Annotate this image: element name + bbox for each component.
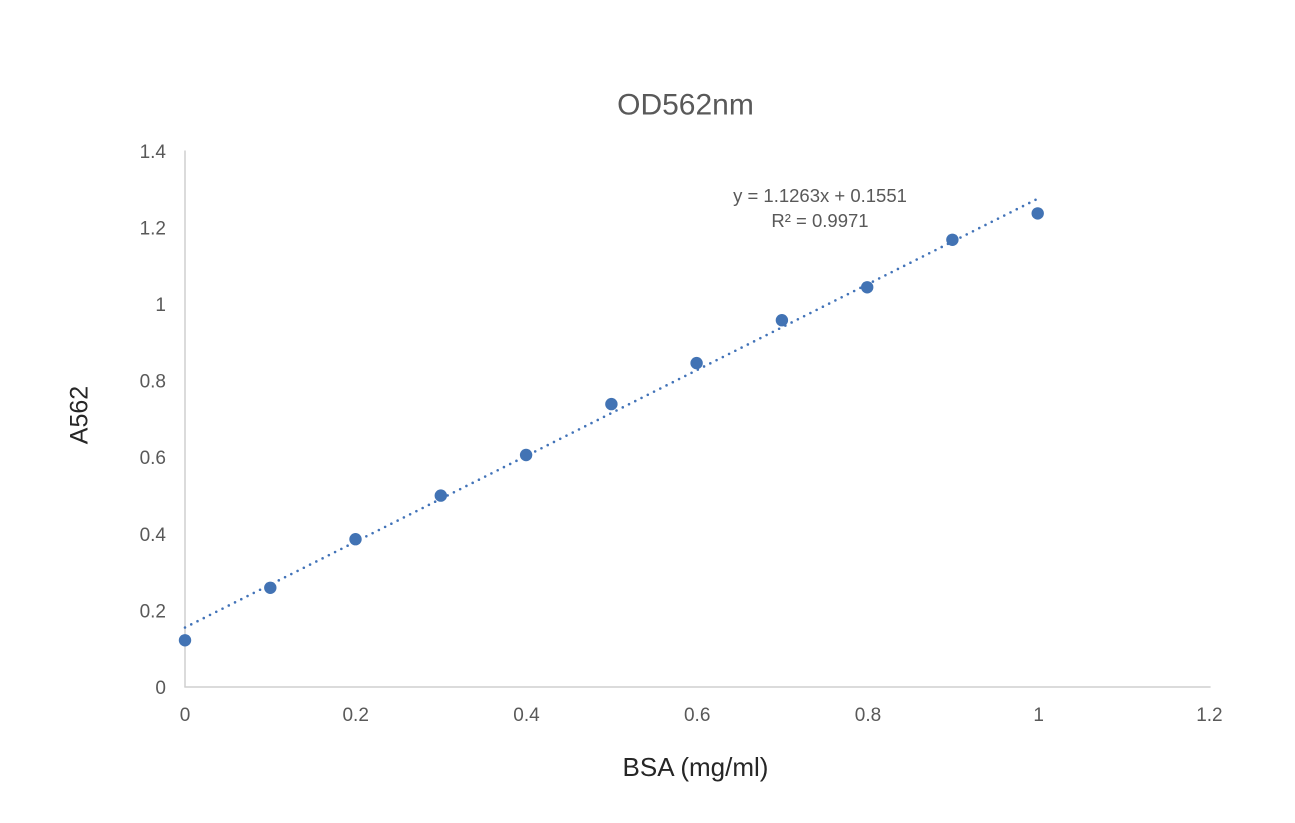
- svg-text:0: 0: [155, 678, 166, 699]
- svg-text:0.8: 0.8: [140, 372, 166, 393]
- svg-text:0.6: 0.6: [140, 448, 166, 469]
- svg-text:0.6: 0.6: [684, 705, 710, 726]
- svg-text:0.2: 0.2: [342, 705, 368, 726]
- svg-text:OD562nm: OD562nm: [617, 88, 754, 121]
- svg-text:1.4: 1.4: [140, 142, 167, 163]
- svg-text:R² = 0.9971: R² = 0.9971: [771, 210, 868, 231]
- svg-text:1.2: 1.2: [140, 219, 166, 240]
- svg-text:0: 0: [180, 705, 191, 726]
- svg-text:1: 1: [155, 295, 166, 316]
- svg-text:BSA (mg/ml): BSA (mg/ml): [623, 752, 769, 782]
- svg-text:1: 1: [1033, 705, 1044, 726]
- svg-text:1.2: 1.2: [1196, 705, 1222, 726]
- svg-text:0.2: 0.2: [140, 601, 166, 622]
- svg-text:y = 1.1263x + 0.1551: y = 1.1263x + 0.1551: [733, 185, 907, 206]
- svg-text:0.8: 0.8: [855, 705, 881, 726]
- svg-text:A562: A562: [66, 386, 94, 444]
- svg-text:0.4: 0.4: [140, 525, 167, 546]
- svg-text:0.4: 0.4: [513, 705, 540, 726]
